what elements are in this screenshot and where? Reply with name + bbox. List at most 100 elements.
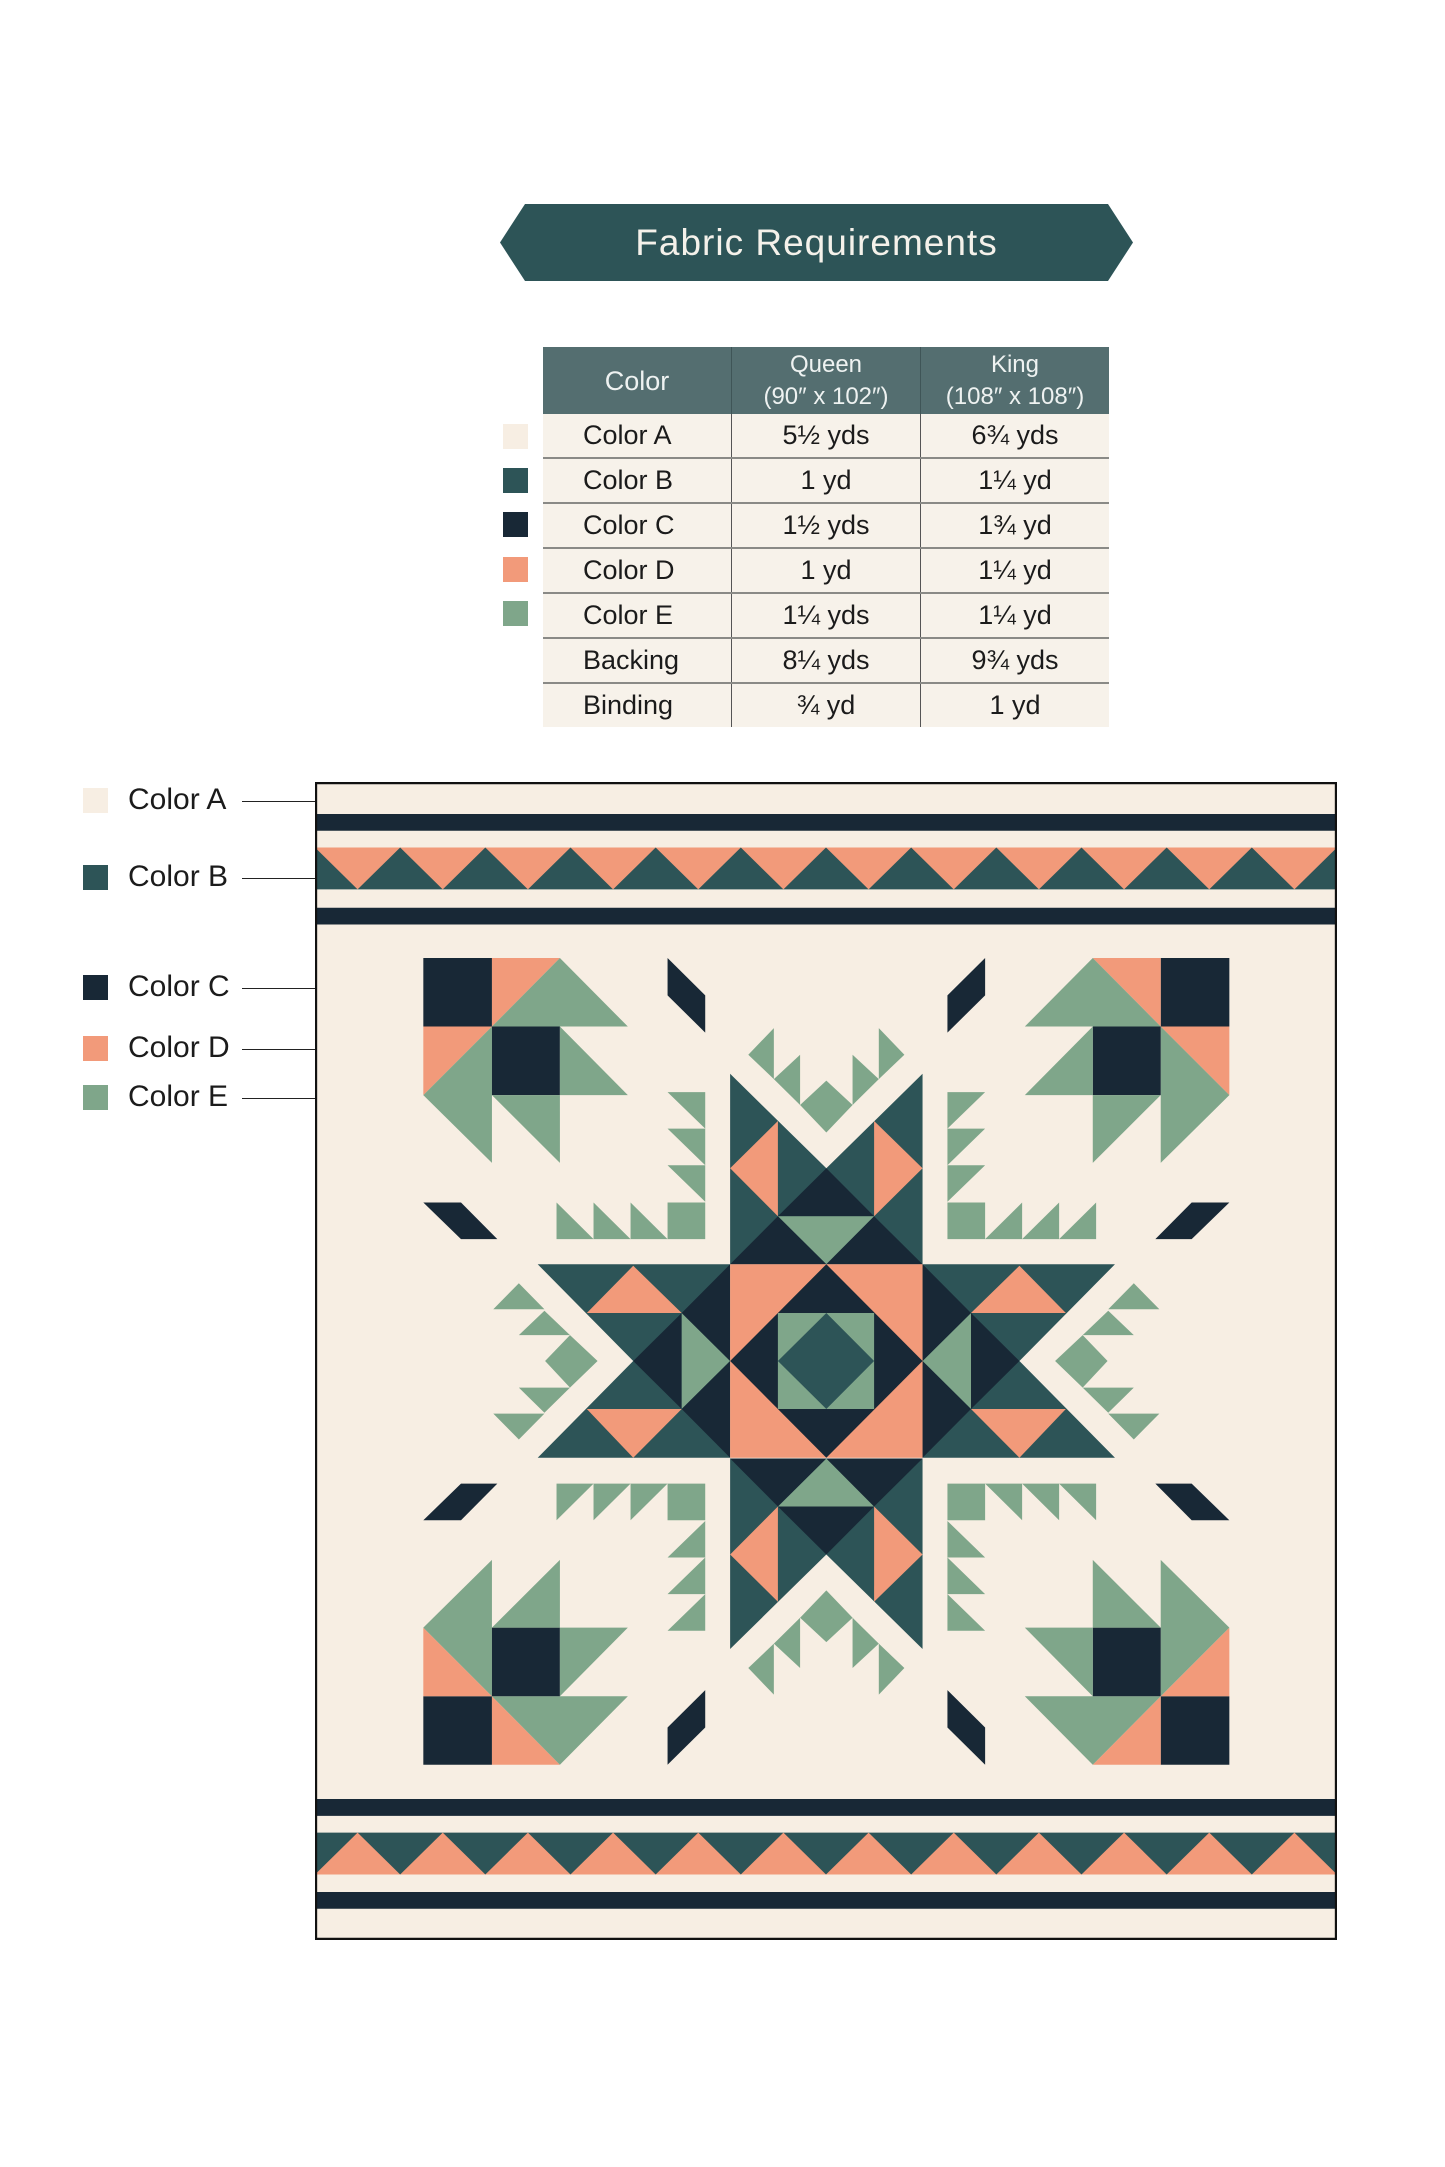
cell-name: Color A [543,414,732,458]
quilt-patch [800,1080,853,1133]
quilt-patch [1024,1696,1161,1765]
quilt-patch [559,1026,628,1096]
cell-name: Binding [543,682,732,727]
quilt-patch [1092,957,1161,1027]
star-arm-patch [777,1216,875,1265]
quilt-patch [667,1690,706,1765]
quilt-patch [493,1283,545,1310]
quilt-outline [316,783,1337,1939]
quilt-patch [985,1483,1023,1521]
cell-king: 1¾ yd [920,502,1109,548]
star-arm-patch [730,1458,827,1507]
quilt-patch [491,1627,560,1697]
quilt-patch [423,1559,492,1697]
quilt-patch [423,1026,492,1163]
star-arm-patch [777,1458,875,1507]
legend-label: Color B [128,860,229,893]
table-swatch-color-c [503,512,528,537]
border-triangle [911,1832,997,1875]
quilt-patch [667,1202,706,1240]
legend-item: Color A [83,783,227,816]
border-triangle [1081,1832,1167,1875]
star-arm-patch [730,1216,827,1265]
quilt-patch [423,1202,498,1240]
legend-swatch [83,864,108,890]
legend-label: Color C [128,970,230,1003]
quilt-patch [667,1520,706,1558]
quilt-patch [1092,1559,1161,1628]
border-triangle [315,847,401,890]
quilt-patch [1155,1202,1230,1240]
border-triangle [1166,1832,1252,1875]
quilt-patch [1160,1559,1230,1697]
legend-label: Color D [128,1031,230,1064]
table-swatch-color-e [503,601,528,626]
cell-king: 6¾ yds [920,414,1109,458]
quilt-patch [491,957,560,1027]
quilt-patch [1160,957,1230,1027]
quilt-patch [423,957,492,1027]
border-triangle [996,847,1082,890]
border-triangle [826,847,912,890]
border-triangle [1251,1832,1337,1875]
star-arm-patch [874,1121,923,1217]
cell-king: 9¾ yds [920,637,1109,683]
cell-king: 1¼ yd [920,457,1109,503]
quilt-patch [491,957,628,1027]
cell-queen: ¾ yd [731,682,921,727]
star-arm-patch [777,1168,875,1217]
border-triangle [826,1832,912,1875]
border-triangle [400,847,486,890]
quilt-patch [985,1202,1023,1240]
quilt-patch [423,1696,492,1765]
border-triangle [485,847,571,890]
quilt-diagram [315,782,1337,1940]
border-triangle [1251,847,1337,890]
banner-shape [500,204,1133,281]
border-triangle [400,1832,486,1875]
header-king-size: (108″ x 108″) [945,382,1085,410]
leader-line [242,801,351,802]
border-triangle-band [315,847,1337,890]
quilt-patch [1059,1483,1097,1521]
fabric-requirements-table: Color Queen (90″ x 102″) King (108″ x 108″… [543,347,1109,727]
cell-name: Color D [543,547,732,593]
quilt-patch [852,1617,879,1669]
cell-queen: 1 yd [731,547,921,593]
star-arm-patch [970,1408,1066,1458]
quilt-illustration [315,782,1337,1940]
cell-king: 1 yd [920,682,1109,727]
quilt-patch [491,1559,560,1628]
quilt-patch [1108,1283,1160,1310]
legend-swatch [83,1035,108,1061]
quilt-patch [518,1310,570,1336]
table-row: Color C 1½ yds 1¾ yd [543,502,1109,548]
quilt-patch [593,1202,631,1240]
border-triangle [996,1832,1082,1875]
star-arm-patch [730,1506,778,1602]
quilt-patch [1092,1026,1161,1096]
quilt-patch [556,1202,594,1240]
star-arm-patch [681,1361,731,1458]
legend-item: Color C [83,970,230,1003]
header-king-label: King [990,350,1040,378]
quilt-patch [491,1026,560,1096]
table-row: Backing 8¼ yds 9¾ yds [543,637,1109,683]
quilt-patch [947,957,986,1033]
quilt-patch [1092,1627,1161,1697]
legend-label: Color A [128,783,227,816]
star-arm-patch [586,1265,682,1314]
quilt-patch [800,1590,853,1643]
border-triangle [570,847,656,890]
star-arm-patch [922,1264,971,1361]
quilt-patch [773,1617,801,1669]
cell-queen: 1¼ yds [731,592,921,638]
border-triangle [1166,847,1252,890]
table-row: Color A 5½ yds 6¾ yds [543,414,1109,458]
legend-item: Color E [83,1080,228,1113]
star-arm-patch [922,1361,971,1458]
quilt-patch [518,1387,570,1413]
quilt-patch [667,1483,706,1521]
border-triangle [570,1832,656,1875]
